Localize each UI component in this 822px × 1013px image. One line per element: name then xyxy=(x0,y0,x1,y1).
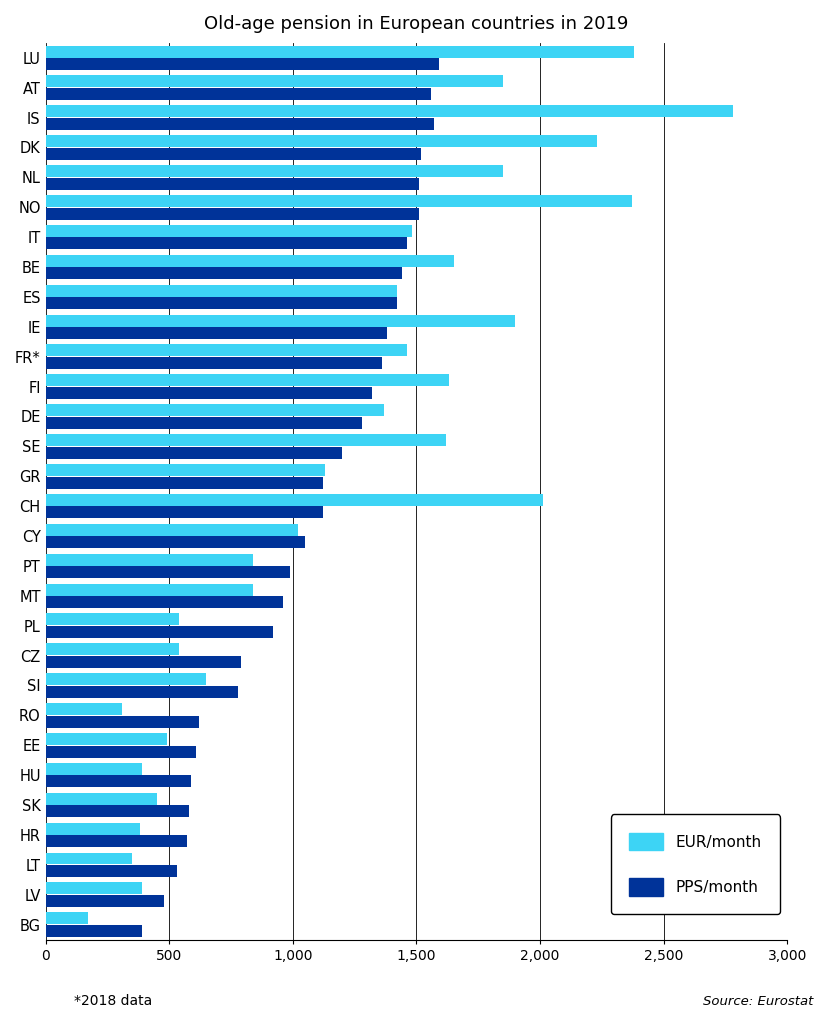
Bar xyxy=(45,805,189,817)
Bar xyxy=(45,118,434,130)
Bar xyxy=(45,894,164,907)
Bar xyxy=(45,733,167,745)
Bar xyxy=(45,285,397,297)
Bar xyxy=(45,237,407,249)
Bar xyxy=(45,177,419,189)
Bar xyxy=(45,835,187,847)
Title: Old-age pension in European countries in 2019: Old-age pension in European countries in… xyxy=(205,15,629,33)
Bar xyxy=(45,105,733,118)
Bar xyxy=(45,404,385,416)
Bar xyxy=(45,225,412,237)
Bar xyxy=(45,476,322,488)
Bar xyxy=(45,327,387,339)
Bar xyxy=(45,626,273,638)
Bar xyxy=(45,793,157,804)
Bar xyxy=(45,853,132,864)
Bar xyxy=(45,88,432,100)
Bar xyxy=(45,208,419,220)
Bar xyxy=(45,267,402,280)
Bar xyxy=(45,387,372,399)
Bar xyxy=(45,643,179,655)
Bar xyxy=(45,865,177,877)
Bar xyxy=(45,196,631,207)
Bar xyxy=(45,583,253,596)
Bar xyxy=(45,494,543,505)
Text: Source: Eurostat: Source: Eurostat xyxy=(704,995,814,1008)
Bar xyxy=(45,746,196,758)
Bar xyxy=(45,75,503,87)
Bar xyxy=(45,823,140,835)
Bar xyxy=(45,566,290,578)
Bar xyxy=(45,315,515,326)
Bar xyxy=(45,255,454,266)
Bar xyxy=(45,447,342,459)
Bar xyxy=(45,344,407,357)
Bar xyxy=(45,686,238,698)
Bar xyxy=(45,554,253,565)
Legend: EUR/month, PPS/month: EUR/month, PPS/month xyxy=(611,814,780,914)
Bar xyxy=(45,357,382,369)
Bar xyxy=(45,614,179,625)
Bar xyxy=(45,435,446,446)
Bar xyxy=(45,775,192,787)
Bar xyxy=(45,524,298,536)
Bar xyxy=(45,913,88,924)
Bar xyxy=(45,655,241,668)
Bar xyxy=(45,297,397,309)
Bar xyxy=(45,58,439,70)
Bar xyxy=(45,925,142,937)
Text: *2018 data: *2018 data xyxy=(74,994,152,1008)
Bar xyxy=(45,536,305,548)
Bar xyxy=(45,464,325,476)
Bar xyxy=(45,375,449,386)
Bar xyxy=(45,46,634,58)
Bar xyxy=(45,506,322,519)
Bar xyxy=(45,165,503,177)
Bar xyxy=(45,715,199,727)
Bar xyxy=(45,596,283,608)
Bar xyxy=(45,674,206,685)
Bar xyxy=(45,703,122,715)
Bar xyxy=(45,416,362,428)
Bar xyxy=(45,763,142,775)
Bar xyxy=(45,882,142,894)
Bar xyxy=(45,136,597,147)
Bar xyxy=(45,148,422,160)
